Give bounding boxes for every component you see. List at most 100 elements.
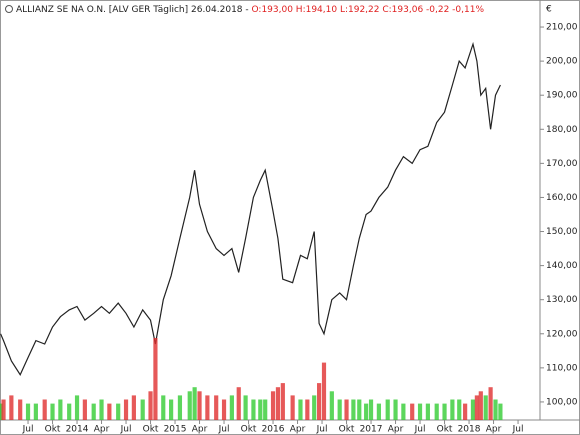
- volume-bar: [161, 395, 166, 420]
- volume-bar: [376, 403, 381, 420]
- x-tick-label: Jul: [22, 425, 34, 435]
- volume-bar: [243, 395, 248, 420]
- x-tick-label: 2016: [262, 425, 285, 435]
- price-line: [0, 41, 501, 376]
- x-tick-label: Jul: [316, 425, 328, 435]
- volume-bar: [131, 395, 136, 420]
- volume-bar: [263, 399, 268, 420]
- volume-bar: [425, 403, 430, 420]
- settings-icon[interactable]: [5, 5, 13, 13]
- volume-bar: [187, 391, 192, 420]
- y-tick-label: 210,00: [546, 23, 578, 33]
- volume-bar: [298, 399, 303, 420]
- volume-bar: [417, 403, 423, 420]
- x-tick-label: Okt: [45, 425, 61, 435]
- volume-bar: [140, 399, 145, 420]
- volume-bar: [251, 399, 256, 420]
- y-tick-label: 100,00: [546, 397, 578, 407]
- volume-bar: [305, 399, 310, 420]
- volume-bar: [337, 399, 342, 420]
- volume-bar: [236, 387, 241, 420]
- volume-bar: [478, 391, 483, 420]
- x-tick-label: Apr: [94, 425, 110, 435]
- volume-bar: [177, 395, 183, 420]
- volume-bar: [357, 399, 362, 420]
- volume-bar: [275, 387, 281, 420]
- volume-bar: [197, 391, 202, 420]
- volume-bar: [321, 362, 327, 420]
- volume-bar: [214, 395, 219, 420]
- volume-bar: [280, 383, 285, 420]
- x-tick-label: Jul: [120, 425, 132, 435]
- volume-bar: [368, 399, 374, 420]
- volume-bar: [153, 338, 158, 420]
- y-tick-label: 170,00: [546, 159, 578, 169]
- x-tick-label: Okt: [143, 425, 159, 435]
- volume-bar: [450, 399, 455, 420]
- y-tick-label: 190,00: [546, 91, 578, 101]
- volume-bar: [99, 399, 104, 420]
- volume-bar: [351, 399, 356, 420]
- volume-bar: [329, 391, 334, 420]
- volume-bar: [344, 399, 349, 420]
- x-tick-label: Okt: [241, 425, 257, 435]
- y-tick-label: 200,00: [546, 57, 578, 67]
- x-tick-label: Apr: [388, 425, 404, 435]
- volume-bar: [498, 403, 503, 420]
- volume-bar: [116, 403, 121, 420]
- volume-bar: [50, 403, 55, 420]
- volume-bar: [192, 387, 197, 420]
- volume-bar: [169, 399, 174, 420]
- volume-bar: [91, 403, 96, 420]
- x-tick-label: 2018: [458, 425, 481, 435]
- volume-bar: [18, 399, 23, 420]
- volume-bar: [488, 387, 493, 420]
- volume-bar: [229, 395, 234, 420]
- y-tick-label: 130,00: [546, 295, 578, 305]
- volume-bar: [123, 399, 129, 420]
- volume-bar: [442, 403, 447, 420]
- volume-bar: [290, 395, 295, 420]
- volume-bar: [270, 391, 276, 420]
- y-tick-label: 180,00: [546, 125, 578, 135]
- chart-title: ALLIANZ SE NA O.N. [ALV GER Täglich] 26.…: [16, 5, 484, 15]
- x-tick-label: Apr: [486, 425, 502, 435]
- volume-bar: [82, 399, 87, 420]
- x-tick-label: Jul: [414, 425, 426, 435]
- volume-bar: [470, 399, 476, 420]
- x-tick-label: Apr: [192, 425, 208, 435]
- volume-bar: [410, 403, 415, 420]
- title: ALLIANZ SE NA O.N. [ALV GER Täglich] 26.…: [16, 5, 249, 15]
- volume-bar: [317, 383, 322, 420]
- x-tick-label: Jul: [218, 425, 230, 435]
- y-tick-label: 150,00: [546, 227, 578, 237]
- volume-bar: [205, 395, 210, 420]
- y-tick-label: 110,00: [546, 363, 578, 373]
- volume-bar: [67, 403, 72, 420]
- volume-bar: [493, 399, 498, 420]
- volume-bar: [474, 395, 479, 420]
- volume-bar: [74, 395, 80, 420]
- quote: O:193,00 H:194,10 L:192,22 C:193,06 -0,2…: [252, 5, 485, 15]
- volume-bar: [25, 403, 31, 420]
- x-tick-label: 2014: [66, 425, 89, 435]
- volume-bar: [483, 395, 488, 420]
- x-tick-label: 2017: [360, 425, 383, 435]
- y-unit: €: [546, 5, 552, 15]
- volume-bar: [221, 399, 227, 420]
- volume-bar: [393, 399, 398, 420]
- y-tick-label: 120,00: [546, 329, 578, 339]
- volume-bar: [385, 399, 390, 420]
- y-tick-label: 160,00: [546, 193, 578, 203]
- volume-bar: [463, 403, 468, 420]
- volume-bar: [258, 399, 263, 420]
- volume-bar: [148, 391, 153, 420]
- volume-bar: [1, 399, 6, 420]
- volume-bar: [0, 403, 3, 420]
- x-tick-label: Okt: [339, 425, 355, 435]
- volume-bar: [312, 395, 317, 420]
- volume-bar: [9, 395, 14, 420]
- volume-bar: [107, 403, 112, 420]
- x-tick-label: Apr: [290, 425, 306, 435]
